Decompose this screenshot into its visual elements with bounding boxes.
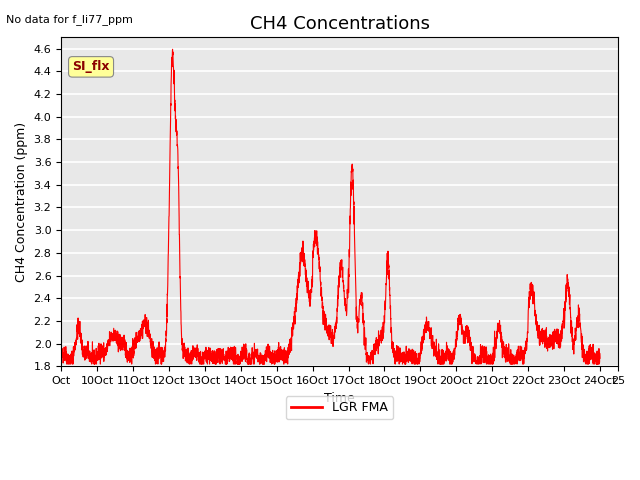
Legend: LGR FMA: LGR FMA <box>286 396 393 420</box>
X-axis label: Time: Time <box>324 392 355 405</box>
Title: CH4 Concentrations: CH4 Concentrations <box>250 15 429 33</box>
Text: No data for f_li77_ppm: No data for f_li77_ppm <box>6 14 133 25</box>
Text: SI_flx: SI_flx <box>72 60 110 73</box>
Y-axis label: CH4 Concentration (ppm): CH4 Concentration (ppm) <box>15 122 28 282</box>
